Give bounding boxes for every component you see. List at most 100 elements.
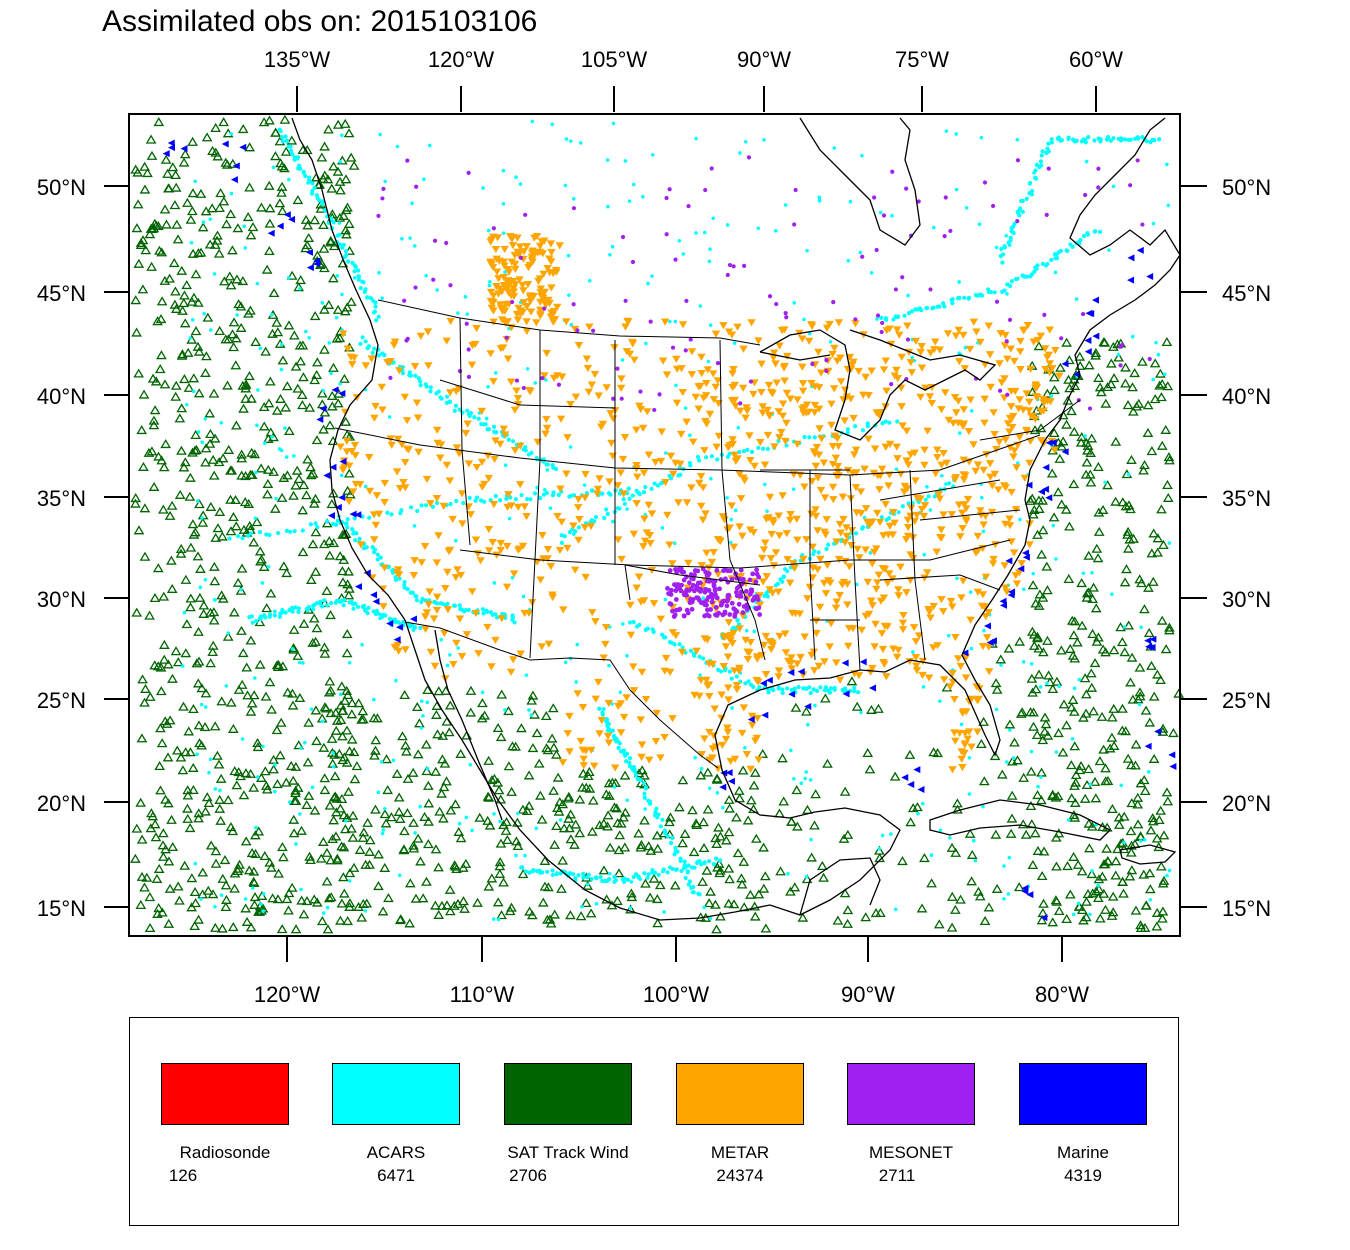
sat-wind-marker: [697, 876, 708, 886]
metar-marker: [566, 401, 575, 409]
acars-marker: [245, 533, 251, 538]
metar-marker: [959, 331, 968, 339]
acars-marker: [525, 367, 530, 371]
sat-wind-marker: [541, 743, 552, 753]
metar-marker: [988, 560, 998, 568]
acars-marker: [198, 585, 203, 590]
acars-marker: [320, 301, 325, 305]
sat-wind-marker: [551, 820, 562, 831]
sat-wind-marker: [192, 551, 204, 561]
sat-wind-marker: [1098, 888, 1110, 898]
sat-wind-marker: [274, 750, 286, 760]
acars-marker: [273, 609, 277, 614]
acars-marker: [597, 706, 602, 711]
acars-marker: [558, 871, 563, 876]
sat-wind-marker: [139, 503, 151, 513]
metar-marker: [749, 390, 758, 398]
sat-wind-marker: [230, 521, 242, 531]
sat-wind-marker: [806, 852, 817, 862]
sat-wind-marker: [492, 897, 504, 907]
sat-wind-marker: [1066, 406, 1077, 416]
legend-item-marine: Marine 4319: [1019, 1018, 1191, 1227]
metar-marker: [409, 572, 419, 580]
sat-wind-marker: [227, 329, 238, 339]
acars-marker: [736, 425, 741, 430]
sat-wind-marker: [408, 840, 419, 850]
metar-marker: [709, 732, 718, 740]
sat-wind-marker: [1038, 898, 1049, 908]
sat-wind-marker: [1093, 884, 1105, 894]
sat-wind-marker: [1139, 922, 1151, 932]
sat-wind-marker: [156, 738, 168, 748]
sat-wind-marker: [201, 792, 213, 802]
acars-marker: [378, 555, 383, 560]
sat-wind-marker: [1090, 347, 1102, 357]
acars-marker: [1090, 869, 1094, 873]
legend-item-metar: METAR 24374: [676, 1018, 848, 1227]
metar-marker: [579, 755, 588, 763]
metar-marker: [651, 458, 660, 467]
sat-wind-marker: [421, 739, 432, 749]
mesonet-marker: [695, 580, 701, 586]
sat-wind-marker: [394, 813, 406, 823]
sat-wind-marker: [1138, 775, 1150, 785]
sat-wind-marker: [1039, 726, 1051, 736]
acars-marker: [504, 496, 509, 501]
metar-marker: [522, 512, 531, 521]
acars-marker: [413, 831, 417, 835]
acars-marker: [408, 373, 413, 378]
metar-marker: [894, 646, 903, 654]
sat-wind-marker: [148, 420, 160, 430]
acars-marker: [832, 687, 837, 692]
acars-marker: [545, 462, 550, 467]
acars-marker: [399, 508, 404, 513]
metar-marker: [753, 714, 762, 722]
sat-wind-marker: [229, 868, 241, 878]
sat-wind-marker: [135, 237, 147, 247]
metar-marker: [719, 322, 728, 330]
acars-marker: [969, 408, 974, 413]
marine-marker: [313, 260, 321, 268]
sat-wind-marker: [342, 916, 353, 926]
mesonet-marker: [715, 360, 721, 366]
metar-marker: [838, 493, 848, 501]
marine-marker: [1049, 438, 1057, 446]
sat-wind-marker: [1139, 604, 1150, 614]
acars-marker: [808, 778, 813, 782]
metar-marker: [632, 426, 641, 434]
mesonet-marker: [722, 609, 728, 615]
acars-marker: [594, 876, 599, 881]
acars-marker: [360, 514, 365, 519]
metar-marker: [982, 634, 992, 642]
sat-wind-marker: [187, 188, 199, 198]
metar-marker: [937, 526, 946, 534]
metar-marker: [666, 452, 676, 460]
metar-marker: [1007, 488, 1016, 496]
acars-marker: [419, 726, 424, 730]
acars-marker: [418, 379, 423, 384]
sat-wind-marker: [212, 750, 223, 760]
sat-wind-marker: [1100, 904, 1111, 914]
acars-marker: [893, 907, 898, 912]
acars-marker: [773, 229, 778, 233]
acars-marker: [1039, 775, 1043, 779]
metar-marker: [547, 284, 556, 292]
acars-marker: [658, 824, 663, 829]
acars-marker: [1012, 221, 1017, 226]
mesonet-marker: [683, 348, 688, 353]
sat-wind-marker: [326, 390, 338, 400]
sat-wind-marker: [465, 707, 477, 717]
sat-wind-marker: [160, 438, 172, 449]
mesonet-marker: [774, 301, 779, 307]
sat-wind-marker: [130, 853, 141, 863]
sat-wind-marker: [302, 220, 314, 230]
acars-marker: [523, 869, 528, 874]
acars-marker: [677, 642, 682, 647]
metar-marker: [1016, 337, 1025, 345]
top-lon-label: 60°W: [1069, 47, 1123, 72]
metar-marker: [436, 441, 446, 449]
sat-wind-marker: [1106, 732, 1118, 742]
acars-marker: [387, 415, 392, 419]
sat-wind-marker: [229, 883, 240, 893]
acars-marker: [224, 684, 229, 688]
